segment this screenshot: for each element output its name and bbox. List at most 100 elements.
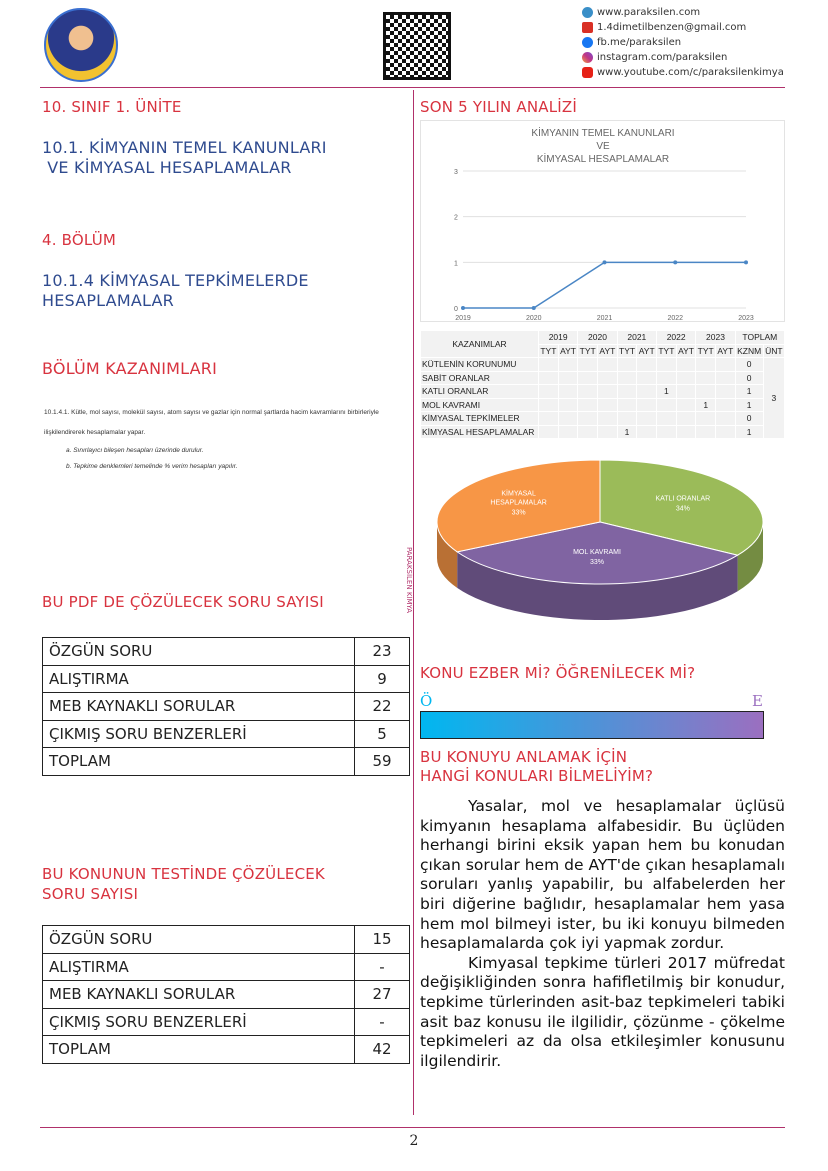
- cell: [636, 370, 657, 385]
- instagram-icon: [582, 52, 593, 63]
- section-title: 4. BÖLÜM: [42, 231, 117, 249]
- y-tick-label: 2: [454, 215, 458, 222]
- cell: [577, 370, 599, 385]
- chart-title: KİMYASAL HESAPLAMALAR: [537, 152, 669, 165]
- table-row: TOPLAM 42: [42, 1035, 410, 1064]
- table-subheader: TYT AYT TYT AYT TYT AYT TYT AYT TYT AYT KZNM ÜNT: [421, 343, 786, 358]
- cell: [695, 411, 717, 426]
- row-label: ÇIKMIŞ SORU BENZERLERİ: [42, 1007, 355, 1036]
- cell-unit-total: 3: [762, 357, 786, 439]
- row-value: 42: [354, 1035, 410, 1064]
- pdf-count-table: ÖZGÜN SORU 23 ALIŞTIRMA 9 MEB KAYNAKLI SORUL…: [42, 637, 410, 776]
- header-year: 2019: [537, 330, 579, 345]
- header-year: 2023: [695, 330, 736, 345]
- cell: [538, 384, 559, 399]
- header-sub: AYT: [715, 343, 736, 358]
- pie-label: KATLI ORANLAR: [655, 496, 710, 503]
- test-count-title: BU KONUNUN TESTİNDE ÇÖZÜLECEK SORU SAYISI: [42, 865, 325, 903]
- pdf-count-title: BU PDF DE ÇÖZÜLECEK SORU SAYISI: [42, 593, 324, 611]
- row-value: 22: [354, 692, 410, 721]
- outcomes-text: 10.1.4.1. Kütle, mol sayısı, molekül say…: [44, 409, 379, 470]
- row-label: MEB KAYNAKLI SORULAR: [42, 980, 355, 1009]
- row-label: ÇIKMIŞ SORU BENZERLERİ: [42, 719, 355, 748]
- cell: [695, 384, 717, 399]
- qr-code: [383, 12, 451, 80]
- table-row: MEB KAYNAKLI SORULAR 22: [42, 692, 410, 721]
- header-label: KAZANIMLAR: [420, 330, 539, 358]
- header-sub: ÜNT: [762, 343, 786, 358]
- y-tick-label: 3: [454, 169, 458, 176]
- pie-slice: [436, 459, 601, 553]
- data-point: [673, 260, 678, 265]
- cell: [597, 370, 618, 385]
- y-tick-label: 1: [454, 260, 458, 267]
- table-header: KAZANIMLAR 2019 2020 2021 2022 2023 TOPLAM: [420, 330, 786, 358]
- table-row: ÇIKMIŞ SORU BENZERLERİ -: [42, 1007, 410, 1036]
- cell: [675, 370, 697, 385]
- table-row: ÇIKMIŞ SORU BENZERLERİ 5: [42, 719, 410, 748]
- pie-slice-side: [457, 551, 738, 620]
- ezber-scale-bar: [420, 711, 764, 739]
- row-value: 9: [354, 664, 410, 693]
- row-label: ÖZGÜN SORU: [42, 637, 355, 666]
- cell-kznm: 0: [734, 370, 764, 385]
- header-sub: AYT: [597, 343, 618, 358]
- header-sub: AYT: [675, 343, 697, 358]
- cell-kznm: 1: [734, 424, 764, 439]
- header-sub: KZNM: [734, 343, 764, 358]
- prereq-text: Yasalar, mol ve hesaplamalar üçlüsü kimy…: [420, 797, 785, 1070]
- cell: [715, 397, 736, 412]
- header-total: TOPLAM: [734, 330, 786, 345]
- pie-label: MOL KAVRAMI: [573, 549, 621, 556]
- pie-chart: KATLI ORANLAR 34% MOL KAVRAMI 33% KİMYASAL HE…: [425, 450, 775, 634]
- cell: [557, 384, 579, 399]
- cell: [597, 357, 618, 372]
- header-sub: AYT: [636, 343, 657, 358]
- header-rule: [40, 87, 785, 88]
- row-value: -: [354, 1007, 410, 1036]
- unit-title: 10. SINIF 1. ÜNİTE: [42, 98, 182, 116]
- cell: [616, 370, 638, 385]
- table-row: MOL KAVRAMI 1 1: [420, 397, 785, 412]
- test-count-table: ÖZGÜN SORU 15 ALIŞTIRMA - MEB KAYNAKLI SORUL…: [42, 925, 410, 1064]
- cell: [597, 411, 618, 426]
- header-year: 2022: [655, 330, 697, 345]
- table-row: KİMYASAL TEPKİMELER 0: [420, 411, 785, 426]
- row-value: 5: [354, 719, 410, 748]
- row-label: ALIŞTIRMA: [42, 664, 355, 693]
- cell: [636, 424, 657, 439]
- header-sub: TYT: [538, 343, 559, 358]
- row-label: ÖZGÜN SORU: [42, 925, 355, 954]
- cell: [577, 424, 599, 439]
- cell: [616, 384, 638, 399]
- cell: [715, 411, 736, 426]
- table-row: KÜTLENİN KORUNUMU 0 3: [420, 357, 786, 439]
- pie-value-label: 34%: [676, 506, 690, 513]
- scale-right-label: E: [752, 692, 763, 710]
- contact-facebook: fb.me/paraksilen: [582, 35, 784, 50]
- column-divider: [413, 90, 414, 1115]
- chart-title: KİMYANIN TEMEL KANUNLARI: [531, 126, 674, 139]
- header-sub: AYT: [557, 343, 579, 358]
- cell: [557, 357, 579, 372]
- ezber-title: KONU EZBER Mİ? ÖĞRENİLECEK Mİ?: [420, 664, 696, 682]
- header-year: 2021: [616, 330, 657, 345]
- x-tick-label: 2019: [455, 315, 471, 322]
- cell: [695, 357, 717, 372]
- line-chart: KİMYANIN TEMEL KANUNLARI VE KİMYASAL HESAP…: [420, 120, 785, 322]
- cell: [636, 384, 657, 399]
- page-number: 2: [409, 1133, 419, 1149]
- table-row: ALIŞTIRMA -: [42, 952, 410, 981]
- cell: [538, 411, 559, 426]
- cell: 1: [695, 397, 717, 412]
- data-point: [461, 306, 465, 310]
- row-label: KATLI ORANLAR: [420, 384, 539, 399]
- cell: [577, 357, 599, 372]
- gmail-icon: [582, 22, 593, 33]
- analysis-title: SON 5 YILIN ANALİZİ: [420, 98, 578, 116]
- cell-kznm: 0: [734, 357, 764, 372]
- subtopic-title: 10.1.4 KİMYASAL TEPKİMELERDE HESAPLAMALAR: [42, 271, 309, 310]
- x-tick-label: 2022: [667, 315, 683, 322]
- cell: [577, 397, 599, 412]
- cell: [557, 397, 579, 412]
